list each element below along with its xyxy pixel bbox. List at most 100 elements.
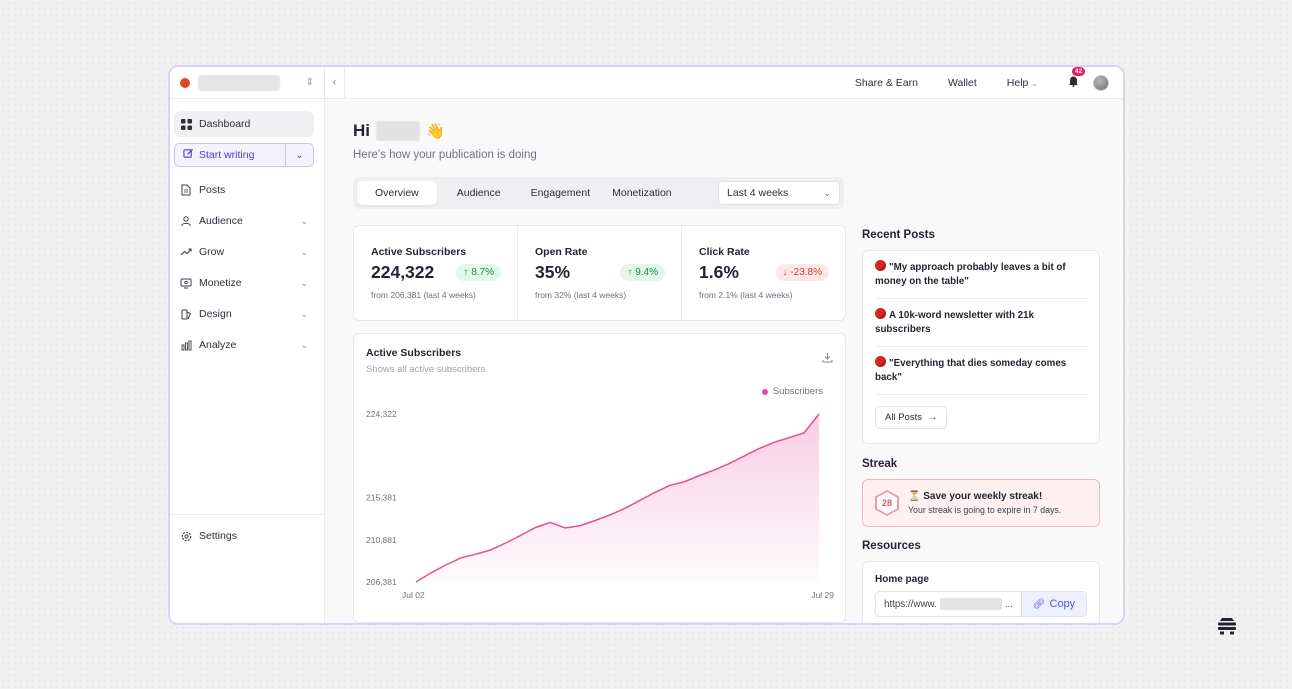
url-suffix: ... — [1004, 598, 1013, 610]
post-title: A 10k-word newsletter with 21k subscribe… — [875, 310, 1035, 335]
recent-posts-card: "My approach probably leaves a bit of mo… — [862, 250, 1100, 444]
start-writing-dropdown[interactable]: ⌄ — [285, 144, 313, 166]
tab-audience[interactable]: Audience — [456, 187, 501, 199]
users-icon — [180, 215, 192, 227]
streak-title: ⏳ Save your weekly streak! — [908, 491, 1043, 502]
streak-subtitle: Your streak is going to expire in 7 days… — [908, 505, 1062, 515]
bell-icon — [1069, 76, 1078, 87]
sidebar-item-design[interactable]: Design ⌄ — [174, 301, 314, 327]
notification-count-badge: 42 — [1072, 67, 1086, 76]
recent-posts-heading: Recent Posts — [862, 229, 935, 241]
download-icon[interactable] — [822, 352, 833, 366]
y-tick-label: 210,881 — [366, 535, 397, 545]
x-tick-label: Jul 02 — [402, 590, 425, 600]
stat-label: Open Rate — [535, 246, 588, 258]
sidebar-item-label: Design — [199, 308, 232, 320]
tab-bar: Overview Audience Engagement Monetizatio… — [353, 177, 844, 209]
avatar[interactable] — [1093, 74, 1109, 91]
stat-open-rate: Open Rate 35% ↑ 9.4% from 32% (last 4 we… — [518, 226, 682, 320]
chevron-down-icon: ⌄ — [300, 246, 308, 257]
copy-label: Copy — [1049, 598, 1076, 610]
date-range-select[interactable]: Last 4 weeks ⌄ — [718, 181, 840, 205]
main-content: Hi 👋 Here's how your publication is doin… — [325, 99, 1123, 623]
stat-change-badge: ↓ -23.8% — [775, 264, 829, 281]
recent-post-item[interactable]: "Everything that dies someday comes back… — [875, 347, 1087, 395]
grid-icon — [180, 118, 192, 130]
date-range-value: Last 4 weeks — [727, 187, 789, 199]
streak-badge: 28 — [875, 490, 899, 516]
stat-value: 1.6% — [699, 262, 739, 282]
stat-active-subscribers: Active Subscribers 224,322 ↑ 8.7% from 2… — [354, 226, 518, 320]
sidebar-footer: Settings — [170, 514, 324, 554]
sidebar-item-analyze[interactable]: Analyze ⌄ — [174, 332, 314, 358]
sidebar-item-audience[interactable]: Audience ⌄ — [174, 208, 314, 234]
sidebar-item-label: Grow — [199, 246, 225, 258]
tab-engagement[interactable]: Engagement — [530, 187, 591, 199]
copy-button[interactable]: 🔗︎ Copy — [1020, 592, 1086, 616]
publication-name-redacted — [198, 74, 280, 91]
chevron-down-icon: ⌄ — [1031, 78, 1038, 88]
home-page-url[interactable]: https://www. ... — [876, 592, 1021, 616]
sidebar-item-grow[interactable]: Grow ⌄ — [174, 239, 314, 265]
post-title: "My approach probably leaves a bit of mo… — [875, 262, 1066, 287]
sidebar-item-label: Posts — [199, 184, 226, 196]
post-icon — [875, 308, 886, 319]
greeting-heading: Hi 👋 — [353, 121, 445, 141]
sidebar-item-label: Audience — [199, 215, 243, 227]
streak-heading: Streak — [862, 458, 898, 470]
series-area-subscribers — [416, 414, 819, 582]
chevron-down-icon: ⌄ — [300, 308, 308, 319]
post-title: "Everything that dies someday comes back… — [875, 358, 1067, 383]
chevron-left-icon: ‹ — [332, 77, 337, 88]
streak-count: 28 — [877, 492, 897, 514]
arrow-right-icon: → — [927, 412, 938, 423]
sidebar-item-dashboard[interactable]: Dashboard — [174, 111, 314, 137]
subscribers-chart: 224,322 215,381 210,881 206,381 Jul 02 Jul 29 — [366, 409, 834, 600]
chart-subtitle: Shows all active subscribers — [366, 364, 486, 375]
chart-legend: Subscribers — [761, 386, 823, 397]
home-page-url-field: https://www. ... 🔗︎ Copy — [875, 591, 1087, 617]
monitor-dollar-icon — [180, 277, 192, 289]
tab-monetization[interactable]: Monetization — [612, 187, 672, 199]
wallet-link[interactable]: Wallet — [947, 76, 977, 89]
chevron-down-icon: ⌄ — [300, 339, 308, 350]
tab-overview[interactable]: Overview — [357, 181, 437, 205]
series-line-subscribers — [415, 413, 820, 583]
all-posts-button[interactable]: All Posts → — [875, 406, 948, 429]
sidebar-item-posts[interactable]: Posts — [174, 177, 314, 203]
recent-post-item[interactable]: A 10k-word newsletter with 21k subscribe… — [875, 299, 1087, 347]
stat-change-badge: ↑ 9.4% — [620, 264, 665, 281]
sidebar-item-label: Dashboard — [199, 118, 251, 130]
share-earn-link[interactable]: Share & Earn — [854, 76, 918, 89]
stat-click-rate: Click Rate 1.6% ↓ -23.8% from 2.1% (last… — [682, 226, 845, 320]
collapse-sidebar-button[interactable]: ‹ — [325, 67, 345, 98]
publication-switcher[interactable]: ⇕ — [170, 67, 324, 99]
top-bar: ‹ Share & Earn Wallet Help ⌄ 42 — [325, 67, 1123, 99]
sidebar-item-monetize[interactable]: Monetize ⌄ — [174, 270, 314, 296]
edit-icon — [183, 148, 194, 162]
url-prefix: https://www. — [884, 598, 937, 610]
notifications-button[interactable]: 42 — [1068, 67, 1086, 90]
recent-post-item[interactable]: "My approach probably leaves a bit of mo… — [875, 251, 1087, 299]
sidebar-nav: Dashboard Start writing ⌄ Posts — [170, 99, 324, 358]
streak-card: 28 ⏳ Save your weekly streak! Your strea… — [862, 479, 1100, 527]
resources-card: Home page https://www. ... 🔗︎ Copy — [862, 561, 1100, 623]
greeting-text: Hi — [353, 121, 370, 140]
help-menu[interactable]: Help ⌄ — [1007, 77, 1038, 89]
publication-logo — [180, 77, 190, 88]
link-icon: 🔗︎ — [1032, 598, 1046, 610]
start-writing-group: Start writing ⌄ — [174, 143, 314, 167]
chevron-updown-icon: ⇕ — [305, 77, 314, 88]
start-writing-button[interactable]: Start writing — [175, 144, 285, 166]
sidebar-item-settings[interactable]: Settings — [174, 523, 314, 549]
help-label: Help — [1006, 76, 1029, 89]
start-writing-label: Start writing — [199, 149, 255, 161]
stat-comparison: from 2.1% (last 4 weeks) — [699, 290, 793, 300]
post-icon — [875, 260, 886, 271]
user-name-redacted — [376, 121, 420, 141]
legend-swatch — [761, 388, 768, 395]
url-redacted — [939, 598, 1002, 610]
y-tick-label: 206,381 — [366, 577, 397, 587]
stat-comparison: from 32% (last 4 weeks) — [535, 290, 627, 300]
document-icon — [180, 184, 192, 196]
